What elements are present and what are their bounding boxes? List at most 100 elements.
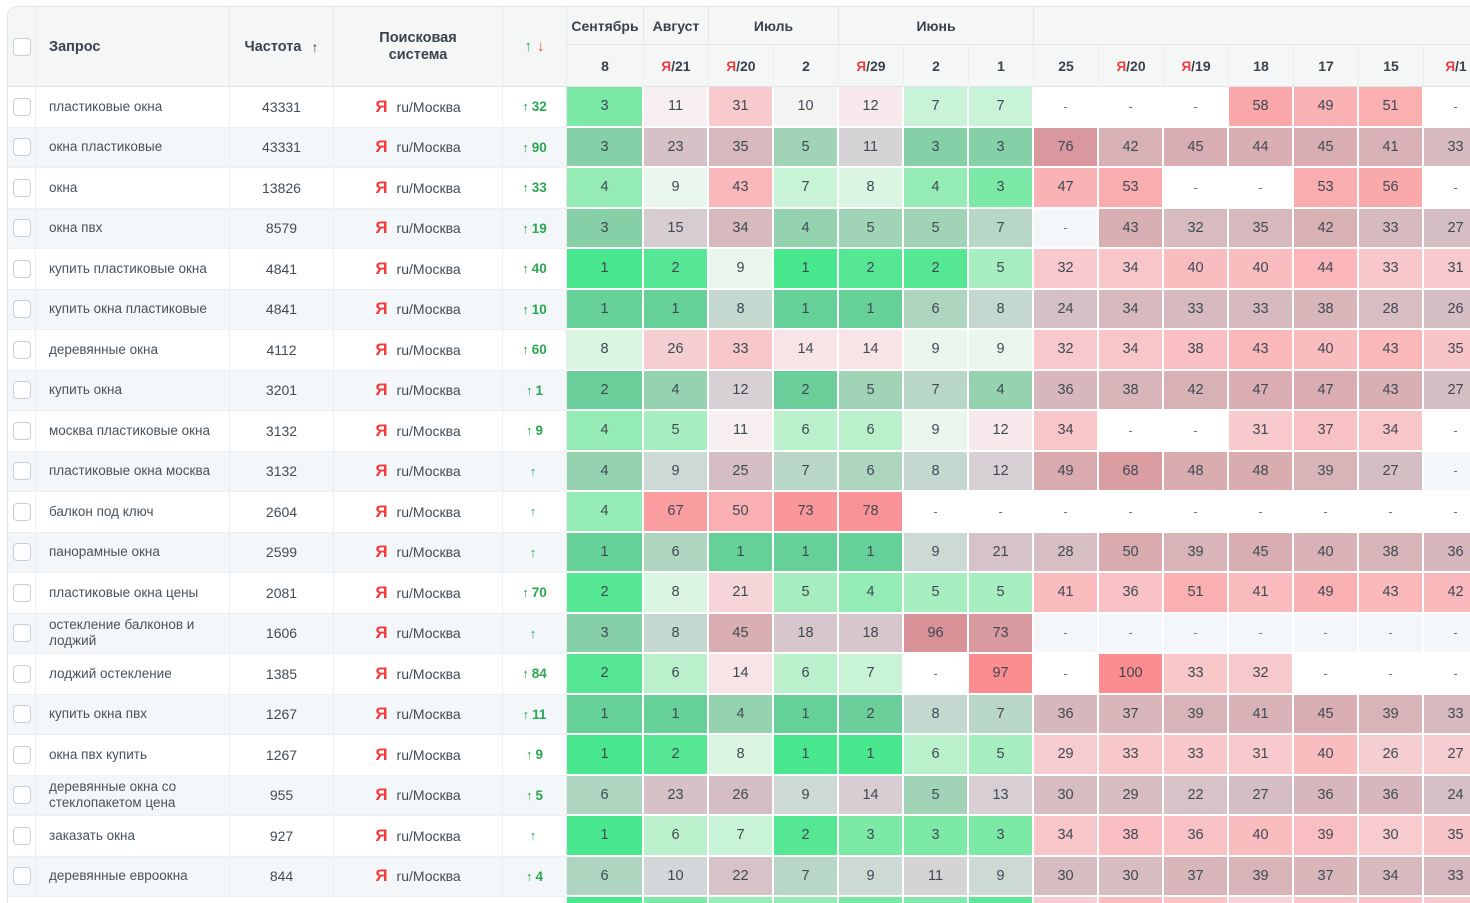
column-header-change[interactable]: ↑ ↓ [503,7,567,87]
position-cell[interactable]: 6 [644,816,709,857]
query-cell[interactable]: купить окна пластиковые [36,289,230,330]
position-cell[interactable]: 2 [774,816,840,857]
row-checkbox[interactable] [12,421,31,440]
position-cell[interactable]: 2 [774,370,840,411]
date-column-header[interactable]: Я/29 [839,45,905,87]
position-cell[interactable]: 36 [1034,694,1100,735]
position-cell[interactable]: 5 [904,573,970,614]
position-cell[interactable]: - [1294,613,1360,654]
position-cell[interactable]: 56 [1359,168,1425,209]
position-cell[interactable]: - [1294,492,1360,533]
position-cell[interactable]: 42 [1424,573,1470,614]
position-cell[interactable]: 100 [1099,654,1165,695]
row-checkbox[interactable] [12,381,31,400]
position-cell[interactable] [567,897,644,903]
query-cell[interactable]: окна пластиковые [36,127,230,168]
position-cell[interactable]: 47 [1034,168,1100,209]
position-cell[interactable]: 4 [904,168,970,209]
position-cell[interactable]: - [1164,168,1230,209]
position-cell[interactable]: 1 [774,289,840,330]
position-cell[interactable]: 1 [839,532,905,573]
position-cell[interactable]: 78 [839,492,905,533]
row-checkbox[interactable] [12,502,31,521]
row-checkbox[interactable] [12,97,31,116]
position-cell[interactable]: 4 [567,451,644,492]
position-cell[interactable]: 9 [904,411,970,452]
position-cell[interactable]: 44 [1294,249,1360,290]
position-cell[interactable]: 30 [1099,856,1165,897]
position-cell[interactable]: 41 [1359,127,1425,168]
row-checkbox[interactable] [12,624,31,643]
position-cell[interactable]: 21 [969,532,1035,573]
position-cell[interactable]: - [1229,613,1295,654]
position-cell[interactable]: - [1164,613,1230,654]
position-cell[interactable]: 28 [1359,289,1425,330]
position-cell[interactable]: 39 [1229,856,1295,897]
query-cell[interactable]: купить окна пвх [36,694,230,735]
position-cell[interactable]: - [1424,452,1470,492]
row-checkbox[interactable] [12,259,31,278]
query-cell[interactable]: окна пвх купить [36,735,230,776]
position-cell[interactable]: 45 [709,613,774,654]
position-cell[interactable] [904,897,970,903]
position-cell[interactable]: 3 [567,613,644,654]
position-cell[interactable]: 11 [709,411,774,452]
position-cell[interactable]: 37 [1099,694,1165,735]
position-cell[interactable]: 8 [644,613,709,654]
position-cell[interactable]: 53 [1099,168,1165,209]
position-cell[interactable]: - [1424,614,1470,654]
date-column-header[interactable]: 2 [904,45,970,87]
position-cell[interactable]: - [1099,492,1165,533]
position-cell[interactable]: 36 [1164,816,1230,857]
position-cell[interactable]: 33 [1359,208,1425,249]
position-cell[interactable]: 43 [1359,370,1425,411]
position-cell[interactable]: 40 [1229,249,1295,290]
query-cell[interactable]: лоджий остекление [36,654,230,695]
position-cell[interactable]: 8 [904,451,970,492]
position-cell[interactable]: 33 [1229,289,1295,330]
position-cell[interactable]: 3 [904,816,970,857]
position-cell[interactable]: 30 [1034,775,1100,816]
position-cell[interactable]: 8 [839,168,905,209]
position-cell[interactable]: 32 [1034,249,1100,290]
position-cell[interactable]: 14 [839,775,905,816]
position-cell[interactable] [709,897,774,903]
position-cell[interactable]: 2 [839,249,905,290]
position-cell[interactable]: 40 [1294,735,1360,776]
position-cell[interactable]: - [904,492,970,533]
position-cell[interactable]: 7 [969,208,1035,249]
position-cell[interactable]: 21 [709,573,774,614]
position-cell[interactable]: 34 [1359,856,1425,897]
position-cell[interactable]: 76 [1034,127,1100,168]
position-cell[interactable]: 18 [839,613,905,654]
position-cell[interactable]: 32 [1229,654,1295,695]
position-cell[interactable]: - [1359,613,1425,654]
position-cell[interactable]: 27 [1424,735,1470,776]
row-checkbox[interactable] [12,300,31,319]
position-cell[interactable]: - [1424,168,1470,209]
position-cell[interactable]: 6 [904,735,970,776]
position-cell[interactable]: - [1034,87,1100,128]
row-checkbox[interactable] [12,340,31,359]
position-cell[interactable]: 4 [567,492,644,533]
position-cell[interactable]: 35 [709,127,774,168]
position-cell[interactable]: 2 [839,694,905,735]
position-cell[interactable]: 3 [839,816,905,857]
month-group-header[interactable]: Август [644,7,709,45]
position-cell[interactable] [969,897,1035,903]
position-cell[interactable]: 45 [1164,127,1230,168]
position-cell[interactable]: 33 [1164,654,1230,695]
position-cell[interactable]: 4 [709,694,774,735]
position-cell[interactable]: 36 [1359,775,1425,816]
date-column-header[interactable]: 8 [567,45,644,87]
query-cell[interactable]: окна пвх [36,208,230,249]
date-column-header[interactable]: 15 [1359,45,1425,87]
position-cell[interactable]: 40 [1294,330,1360,371]
position-cell[interactable]: 1 [567,532,644,573]
position-cell[interactable]: 9 [644,451,709,492]
position-cell[interactable]: 41 [1229,573,1295,614]
position-cell[interactable]: 40 [1164,249,1230,290]
row-checkbox[interactable] [12,462,31,481]
position-cell[interactable]: 5 [904,775,970,816]
query-cell[interactable]: пластиковые окна [36,87,230,128]
